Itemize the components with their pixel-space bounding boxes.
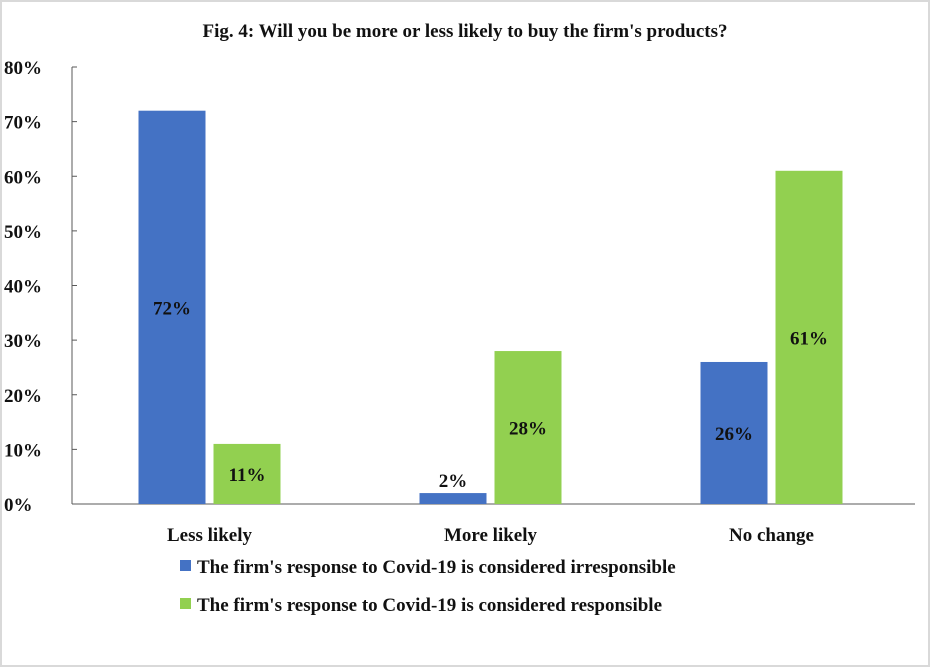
y-tick-label: 30% (4, 331, 42, 352)
y-tick-label: 80% (4, 58, 42, 79)
bar-irresponsible (700, 361, 768, 504)
data-label: 28% (509, 419, 547, 440)
x-tick-label: More likely (444, 525, 538, 546)
chart-title: Fig. 4: Will you be more or less likely … (203, 21, 728, 42)
y-axis: 0% 10% 20% 30% 40% 50% 60% 70% 80% (4, 58, 915, 516)
legend-label: The firm's response to Covid-19 is consi… (197, 595, 662, 616)
data-label: 72% (153, 298, 191, 319)
y-tick-label: 50% (4, 222, 42, 243)
x-tick-label: No change (729, 525, 814, 546)
x-tick-label: Less likely (167, 525, 252, 546)
legend-swatch (180, 598, 191, 609)
x-axis-labels: Less likely More likely No change (167, 525, 814, 546)
legend: The firm's response to Covid-19 is consi… (180, 557, 676, 616)
legend-label: The firm's response to Covid-19 is consi… (197, 557, 676, 578)
y-tick-label: 40% (4, 277, 42, 298)
y-tick-label: 0% (4, 495, 33, 516)
bar-irresponsible (419, 493, 487, 504)
bar-irresponsible (138, 110, 206, 504)
data-label: 11% (229, 465, 266, 486)
data-label: 26% (715, 424, 753, 445)
y-tick-label: 20% (4, 386, 42, 407)
bar-responsible (775, 170, 843, 504)
bar-responsible (494, 351, 562, 504)
bars: 72% 11% 2% 28% 26% 61% (138, 110, 843, 504)
y-tick-label: 70% (4, 113, 42, 134)
legend-swatch (180, 560, 191, 571)
y-tick-label: 60% (4, 167, 42, 188)
y-tick-label: 10% (4, 440, 42, 461)
bar-responsible (213, 443, 281, 504)
data-label: 2% (439, 471, 468, 492)
data-label: 61% (790, 328, 828, 349)
